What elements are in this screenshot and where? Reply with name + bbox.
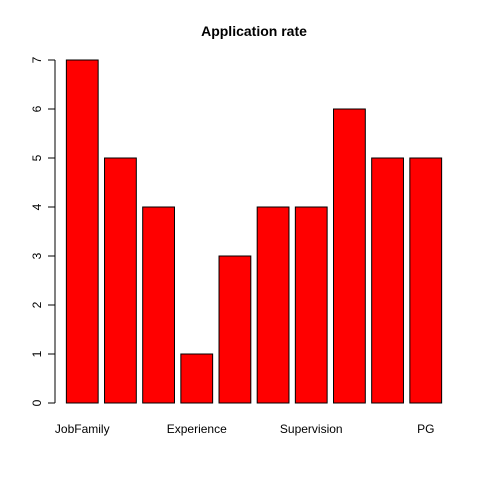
y-tick-label: 3 [30, 252, 44, 259]
x-tick-label: JobFamily [55, 422, 110, 436]
bar [142, 206, 175, 404]
bar [333, 108, 366, 404]
x-tick-label: Supervision [280, 422, 343, 436]
x-axis-labels: JobFamily Experience Supervision PG [55, 422, 434, 436]
bar [218, 255, 252, 404]
y-tick-label: 7 [30, 56, 44, 63]
y-tick-label: 2 [30, 301, 44, 308]
y-tick-label: 0 [30, 399, 44, 406]
bar [371, 157, 404, 404]
y-axis: 0 1 2 3 4 5 6 7 [30, 56, 56, 406]
x-tick-label: Experience [167, 422, 227, 436]
bar [256, 206, 290, 404]
y-tick-label: 1 [30, 350, 44, 357]
y-tick-label: 6 [30, 105, 44, 112]
bar [104, 157, 137, 404]
y-tick-label: 5 [30, 154, 44, 161]
x-tick-label: PG [417, 422, 434, 436]
bar [65, 59, 99, 404]
bar [180, 353, 214, 404]
y-tick-label: 4 [30, 203, 44, 210]
bar [409, 157, 443, 404]
chart-title: Application rate [201, 23, 307, 39]
bars [65, 59, 443, 404]
bar [294, 206, 328, 404]
